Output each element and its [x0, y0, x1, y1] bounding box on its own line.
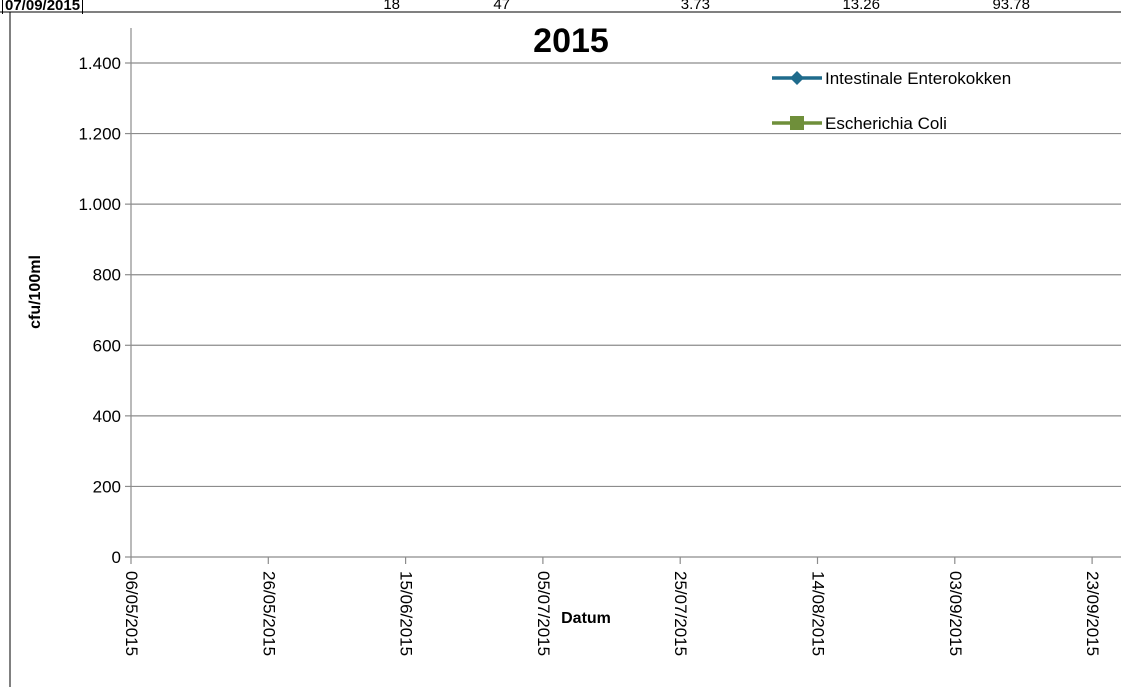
y-tick-label: 600	[93, 336, 121, 355]
row-value-cell: 18	[383, 0, 400, 13]
axis-layer: 0 200 400 600 800 1.000 1.200 1.400 06/05/2015 26…	[78, 28, 1121, 656]
legend-label: Intestinale Enterokokken	[825, 69, 1011, 88]
y-tick-label: 1.400	[78, 54, 121, 73]
table-row-fragment: 07/09/2015 18 47 3.73 13.26 93.78	[0, 0, 1121, 14]
x-tick-label: 14/08/2015	[809, 571, 828, 656]
row-value-cell: 47	[493, 0, 510, 13]
y-tick-label: 0	[112, 548, 121, 567]
x-tick-label: 03/09/2015	[946, 571, 965, 656]
row-value-cell: 93.78	[992, 0, 1030, 13]
chart-title: 2015	[533, 22, 609, 60]
y-tick-label: 200	[93, 477, 121, 496]
row-value-cell: 13.26	[842, 0, 880, 13]
legend: Intestinale Enterokokken Escherichia Coli	[772, 69, 1011, 133]
x-tick-label: 25/07/2015	[671, 571, 690, 656]
legend-marker-square	[790, 116, 804, 130]
y-tick-label: 1.000	[78, 195, 121, 214]
x-tick-label: 23/09/2015	[1083, 571, 1102, 656]
row-date-cell: 07/09/2015	[2, 0, 84, 14]
x-tick-label: 05/07/2015	[534, 571, 553, 656]
y-tick-label: 1.200	[78, 125, 121, 144]
legend-label: Escherichia Coli	[825, 114, 947, 133]
x-tick-label: 15/06/2015	[397, 571, 416, 656]
row-value-cell: 3.73	[680, 0, 710, 13]
legend-marker-diamond	[790, 71, 804, 85]
x-tick-label: 26/05/2015	[259, 571, 278, 656]
grid-layer	[131, 62, 1121, 488]
x-axis-label: Datum	[561, 610, 611, 627]
y-axis-label: cfu/100ml	[27, 255, 44, 329]
y-tick-label: 400	[93, 407, 121, 426]
x-tick-label: 06/05/2015	[122, 571, 141, 656]
y-tick-label: 800	[93, 266, 121, 285]
